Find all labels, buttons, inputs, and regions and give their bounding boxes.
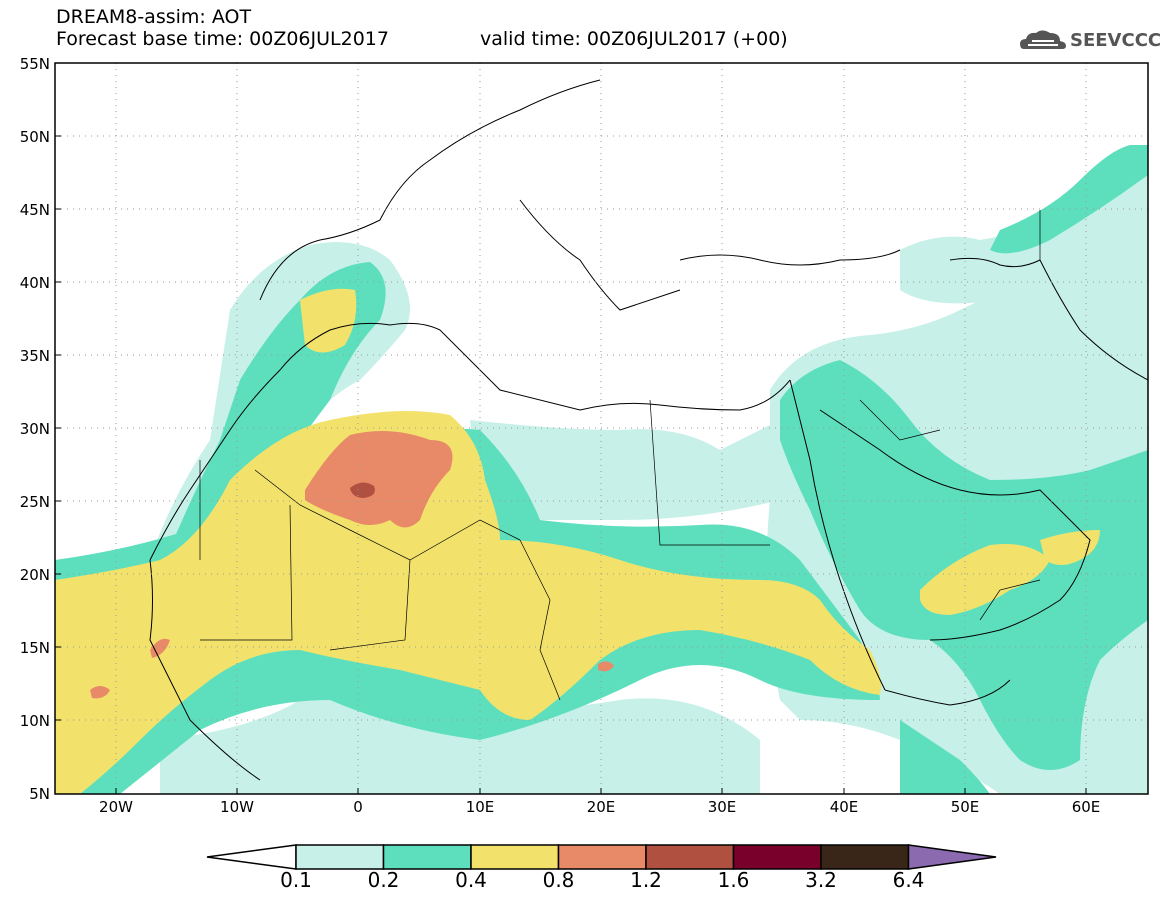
colorbar-min-arrow bbox=[206, 844, 297, 870]
lat-label-35n: 35N bbox=[19, 347, 50, 365]
lon-label-20e: 20E bbox=[586, 798, 616, 816]
colorbar-label-0-1: 0.1 bbox=[280, 868, 312, 892]
aot-contour-1-2 bbox=[350, 482, 375, 498]
lon-label-20w: 20W bbox=[99, 798, 133, 816]
aot-contour-0-8 bbox=[90, 431, 614, 699]
country-borders bbox=[199, 210, 1041, 701]
colorbar-max-arrow bbox=[907, 844, 997, 870]
lon-label-30e: 30E bbox=[707, 798, 737, 816]
colorbar-label-1-6: 1.6 bbox=[717, 868, 750, 892]
lat-label-10n: 10N bbox=[19, 712, 50, 730]
aot-contour-0-4 bbox=[55, 288, 1100, 794]
lat-label-15n: 15N bbox=[19, 639, 50, 657]
lon-label-0: 0 bbox=[353, 798, 363, 816]
colorbar-segment-3 bbox=[470, 844, 560, 870]
colorbar-label-1-2: 1.2 bbox=[630, 868, 662, 892]
map-title: DREAM8-assim: AOT bbox=[56, 6, 252, 28]
lat-label-50n: 50N bbox=[19, 128, 50, 146]
valid-time: valid time: 00Z06JUL2017 (+00) bbox=[480, 28, 788, 50]
colorbar-segment-7 bbox=[820, 844, 910, 870]
coastlines bbox=[149, 79, 1148, 781]
lat-label-30n: 30N bbox=[19, 420, 50, 438]
lat-label-40n: 40N bbox=[19, 274, 50, 292]
graticule bbox=[55, 63, 1148, 794]
lon-label-60e: 60E bbox=[1071, 798, 1101, 816]
colorbar-label-6-4: 6.4 bbox=[892, 868, 925, 892]
lon-label-50e: 50E bbox=[950, 798, 980, 816]
colorbar-label-3-2: 3.2 bbox=[805, 868, 837, 892]
colorbar-segment-6 bbox=[732, 844, 822, 870]
cloud-logo-icon bbox=[1020, 30, 1066, 49]
lat-label-5n: 5N bbox=[29, 785, 50, 803]
lat-label-55n: 55N bbox=[19, 55, 50, 73]
lon-label-10e: 10E bbox=[465, 798, 495, 816]
colorbar-segment-2 bbox=[382, 844, 472, 870]
logo-text: SEEVCCC bbox=[1070, 30, 1162, 51]
lon-label-10w: 10W bbox=[220, 798, 254, 816]
colorbar-segment-4 bbox=[557, 844, 647, 870]
axis-ticks bbox=[55, 135, 1087, 794]
colorbar-label-0-4: 0.4 bbox=[455, 868, 487, 892]
lon-label-40e: 40E bbox=[829, 798, 859, 816]
colorbar-label-0-8: 0.8 bbox=[542, 868, 575, 892]
colorbar bbox=[206, 844, 997, 870]
lat-label-20n: 20N bbox=[19, 566, 50, 584]
colorbar-segment-5 bbox=[645, 844, 735, 870]
lat-label-45n: 45N bbox=[19, 201, 50, 219]
forecast-base-time: Forecast base time: 00Z06JUL2017 bbox=[56, 28, 389, 50]
colorbar-segment-1 bbox=[295, 844, 385, 870]
colorbar-label-0-2: 0.2 bbox=[367, 868, 400, 892]
lat-label-25n: 25N bbox=[19, 493, 50, 511]
